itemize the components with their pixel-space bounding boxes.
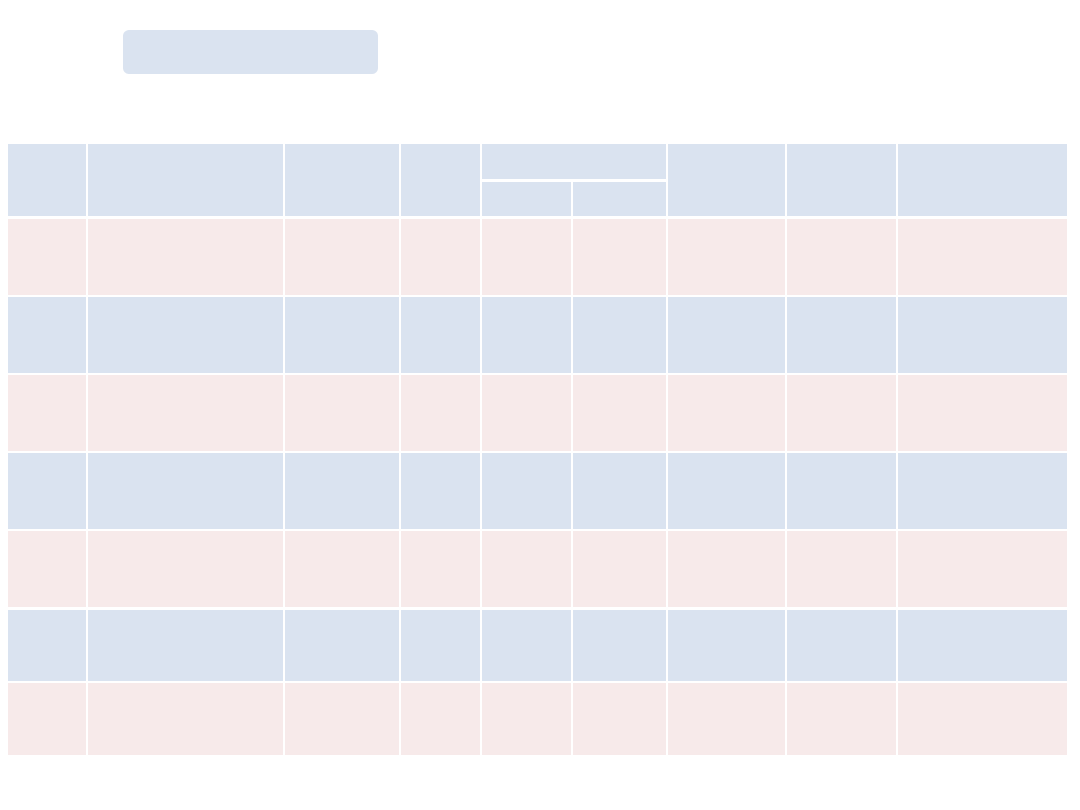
table-cell: [8, 610, 86, 681]
table-cell: [8, 297, 86, 373]
table-cell: [401, 375, 480, 451]
table-cell: [573, 683, 666, 755]
table-cell: [898, 375, 1067, 451]
table-cell: [898, 531, 1067, 607]
table-cell: [88, 453, 283, 529]
table-cell: [285, 297, 399, 373]
table-cell: [401, 297, 480, 373]
table-cell: [285, 375, 399, 451]
table-cell: [482, 375, 571, 451]
header-cell: [285, 144, 399, 216]
table-cell: [88, 219, 283, 295]
table-cell: [573, 297, 666, 373]
table-cell: [668, 531, 785, 607]
table-cell: [898, 610, 1067, 681]
table-cell: [482, 297, 571, 373]
table-cell: [573, 375, 666, 451]
table-cell: [787, 683, 896, 755]
table-cell: [482, 219, 571, 295]
table-cell: [668, 610, 785, 681]
table-cell: [787, 219, 896, 295]
header-cell: [8, 144, 86, 216]
table-cell: [898, 453, 1067, 529]
header-cell: [787, 144, 896, 216]
table-cell: [898, 219, 1067, 295]
table-cell: [88, 531, 283, 607]
header-sub-cell: [573, 182, 666, 216]
table-cell: [8, 219, 86, 295]
table-cell: [787, 297, 896, 373]
table-cell: [482, 531, 571, 607]
table-cell: [787, 453, 896, 529]
header-cell: [898, 144, 1067, 216]
table-cell: [401, 610, 480, 681]
table-cell: [285, 453, 399, 529]
table-cell: [573, 610, 666, 681]
table-cell: [898, 297, 1067, 373]
table-cell: [482, 453, 571, 529]
table-cell: [573, 219, 666, 295]
table-cell: [787, 531, 896, 607]
table-cell: [668, 297, 785, 373]
table-cell: [668, 683, 785, 755]
header-group-cell: [482, 144, 666, 179]
table-cell: [787, 610, 896, 681]
header-cell: [88, 144, 283, 216]
table-cell: [668, 453, 785, 529]
table-cell: [285, 531, 399, 607]
table-cell: [787, 375, 896, 451]
table-cell: [401, 531, 480, 607]
table-cell: [401, 219, 480, 295]
table-cell: [88, 297, 283, 373]
table-cell: [285, 219, 399, 295]
header-cell: [668, 144, 785, 216]
table-cell: [401, 453, 480, 529]
table-cell: [8, 683, 86, 755]
table-cell: [482, 683, 571, 755]
table-cell: [573, 531, 666, 607]
header-cell: [401, 144, 480, 216]
table-cell: [8, 453, 86, 529]
table-cell: [573, 453, 666, 529]
table-cell: [88, 610, 283, 681]
table-cell: [401, 683, 480, 755]
table-cell: [668, 219, 785, 295]
table-cell: [8, 375, 86, 451]
table-cell: [668, 375, 785, 451]
table-cell: [285, 610, 399, 681]
table-cell: [88, 375, 283, 451]
table-cell: [285, 683, 399, 755]
table-cell: [8, 531, 86, 607]
title-box: [123, 30, 378, 74]
table-cell: [898, 683, 1067, 755]
header-sub-cell: [482, 182, 571, 216]
table-cell: [88, 683, 283, 755]
table-cell: [482, 610, 571, 681]
